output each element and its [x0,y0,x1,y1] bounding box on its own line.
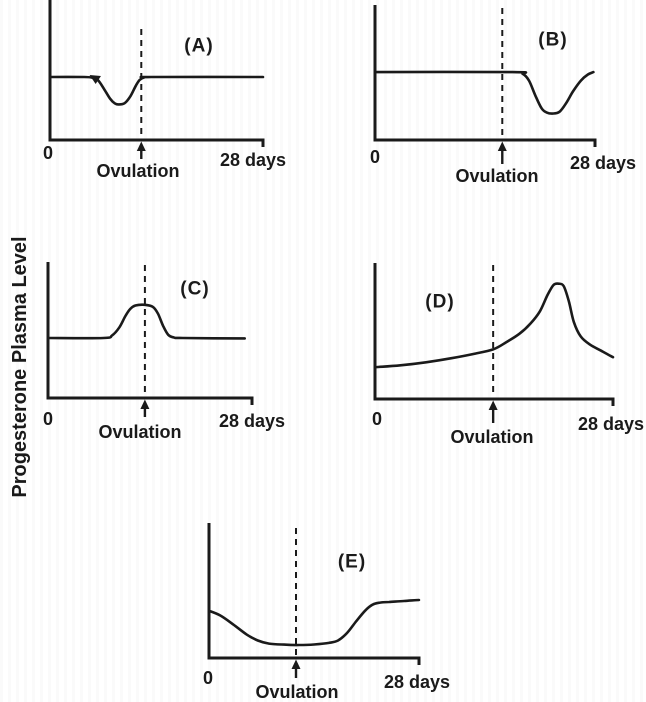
panel-c-x-end-label: 28 days [218,411,286,431]
panel-a-x-origin-label: 0 [42,143,54,163]
panel-b-x-origin-label: 0 [369,147,381,167]
panel-e-letter: (E) [337,551,367,573]
panel-e-x-origin-label: 0 [202,668,214,688]
panel-a-letter: (A) [184,35,214,57]
panel-d-letter: (D) [425,291,455,313]
panel-b-letter: (B) [538,29,568,51]
panel-b-x-end-label: 28 days [569,153,637,173]
panel-a-x-end-label: 28 days [219,150,287,170]
panel-e-plot [207,523,421,678]
y-axis-label: Progesterone Plasma Level [9,236,31,498]
panel-d-x-end-label: 28 days [577,414,645,434]
panel-d-ovulation-label: Ovulation [450,427,534,447]
panel-c-plot [46,262,254,417]
panel-b-plot [373,5,597,164]
panel-e-ovulation-label: Ovulation [255,682,339,702]
panel-a-plot [48,0,265,159]
panel-e-x-end-label: 28 days [383,672,451,692]
panel-d-plot [373,263,615,423]
panel-b-ovulation-label: Ovulation [455,166,539,186]
panel-c-ovulation-label: Ovulation [98,422,182,442]
panel-d-x-origin-label: 0 [371,409,383,429]
panel-c-letter: (C) [180,278,210,300]
panel-c-x-origin-label: 0 [42,409,54,429]
panel-a-ovulation-label: Ovulation [96,161,180,181]
